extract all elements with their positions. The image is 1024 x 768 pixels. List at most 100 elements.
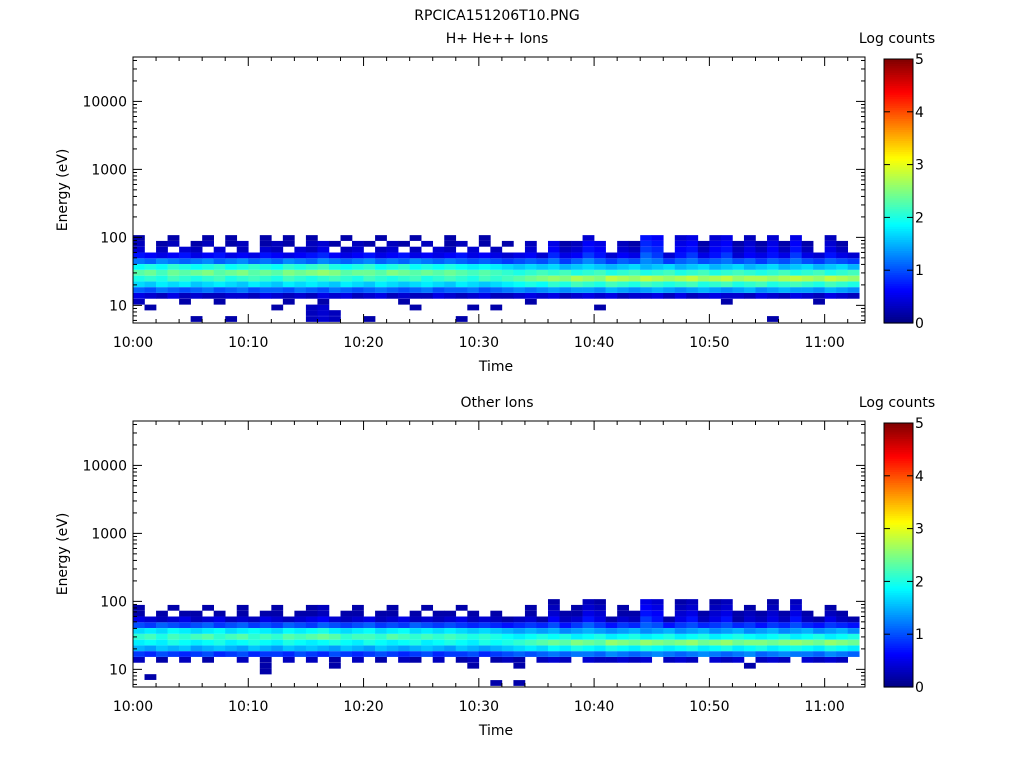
heatmap-cell (398, 616, 410, 623)
heatmap-cell (571, 292, 583, 299)
heatmap-cell (743, 610, 756, 617)
colorbar-segment (884, 654, 913, 657)
heatmap-cell (398, 287, 410, 293)
heatmap-cell (651, 628, 664, 634)
colorbar-segment (884, 541, 913, 545)
heatmap-cell (294, 628, 307, 634)
heatmap-cell (409, 264, 422, 270)
heatmap-cell (847, 651, 860, 657)
colorbar-segment (884, 111, 913, 115)
heatmap-cell (282, 622, 295, 629)
heatmap-cell (340, 633, 353, 640)
heatmap-cell (478, 240, 491, 247)
heatmap-cell (305, 287, 318, 293)
heatmap-cell (836, 269, 849, 276)
heatmap-cell (432, 610, 445, 617)
heatmap-cell (847, 269, 860, 276)
heatmap-cell (455, 269, 468, 276)
heatmap-cell (421, 287, 434, 293)
heatmap-cell (421, 639, 434, 646)
heatmap-cell (720, 599, 733, 605)
heatmap-cell (628, 610, 641, 617)
colorbar-segment (884, 78, 913, 82)
heatmap-cell (720, 292, 733, 299)
heatmap-cell (524, 287, 537, 293)
heatmap-cell (755, 264, 768, 270)
colorbar-segment (884, 292, 913, 295)
heatmap-cell (294, 275, 307, 282)
heatmap-cell (259, 252, 272, 259)
colorbar-segment (884, 268, 913, 271)
heatmap-cell (167, 604, 180, 611)
heatmap-cell (640, 287, 653, 293)
heatmap-cell (663, 258, 676, 265)
colorbar-segment (884, 436, 913, 439)
colorbar-segment (884, 506, 913, 510)
heatmap-cell (490, 246, 503, 253)
colorbar-segment (884, 140, 913, 144)
heatmap-cell (490, 633, 503, 640)
heatmap-cell (259, 668, 272, 675)
heatmap-cell (628, 645, 641, 652)
heatmap-cell (202, 292, 214, 299)
heatmap-cell (547, 633, 560, 640)
heatmap-cell (213, 651, 226, 657)
colorbar-segment (884, 533, 913, 536)
heatmap-cell (743, 258, 756, 265)
colorbar-segment (884, 74, 913, 78)
heatmap-cell (559, 633, 572, 640)
heatmap-cell (156, 264, 168, 270)
colorbar-segment (884, 423, 913, 426)
colorbar-segment (884, 290, 913, 293)
heatmap-cell (743, 246, 756, 253)
colorbar-segment (884, 572, 913, 576)
heatmap-cell (571, 252, 583, 259)
heatmap-cell (617, 656, 629, 663)
heatmap-cell (133, 275, 145, 282)
heatmap-cell (824, 633, 837, 640)
heatmap-cell (674, 656, 687, 663)
heatmap-cell (271, 639, 284, 646)
heatmap-cell (778, 292, 791, 299)
heatmap-cell (305, 656, 318, 663)
colorbar-segment (884, 206, 913, 210)
heatmap-cell (571, 269, 583, 276)
heatmap-cell (536, 616, 549, 623)
heatmap-cell (294, 633, 307, 640)
heatmap-cell (421, 264, 434, 270)
heatmap-cell (732, 275, 745, 282)
heatmap-cell (720, 240, 733, 247)
colorbar-segment (884, 257, 913, 260)
heatmap-cell (847, 252, 860, 259)
colorbar-segment (884, 618, 913, 622)
heatmap-cell (524, 633, 537, 640)
heatmap-cell (340, 628, 353, 634)
heatmap-cell (743, 235, 756, 241)
colorbar-segment (884, 153, 913, 157)
heatmap-cell (524, 240, 537, 247)
heatmap-cell (824, 604, 837, 611)
heatmap-cell (686, 610, 699, 617)
heatmap-cell (709, 651, 722, 657)
heatmap-cell (444, 628, 457, 634)
heatmap-cell (720, 604, 733, 611)
heatmap-cell (824, 639, 837, 646)
heatmap-cell (755, 258, 768, 265)
heatmap-cell (697, 281, 710, 288)
colorbar-segment (884, 312, 913, 315)
heatmap-cell (697, 275, 710, 282)
heatmap-cell (179, 292, 191, 299)
y-tick-label: 1000 (91, 526, 127, 542)
colorbar-segment (884, 574, 913, 578)
heatmap-cell (282, 258, 295, 265)
heatmap-cell (709, 599, 722, 605)
heatmap-cell (467, 269, 480, 276)
heatmap-cell (790, 269, 802, 276)
heatmap-cell (709, 604, 722, 611)
heatmap-cell (444, 269, 457, 276)
heatmap-cell (144, 628, 157, 634)
heatmap-cell (156, 292, 168, 299)
heatmap-cell (524, 651, 537, 657)
heatmap-cell (398, 252, 410, 259)
colorbar-segment (884, 202, 913, 205)
